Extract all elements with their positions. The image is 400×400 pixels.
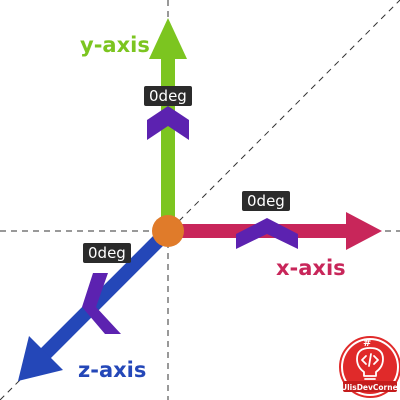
z-axis-shaft — [33, 226, 173, 366]
y-axis-label: y-axis — [80, 33, 150, 57]
x-rotation-marker — [236, 218, 298, 249]
logo-hash: # — [363, 338, 371, 349]
origin-point — [152, 215, 184, 247]
y-angle-badge: 0deg — [144, 86, 192, 106]
x-axis-label: x-axis — [276, 256, 346, 280]
z-axis-label: z-axis — [78, 358, 147, 382]
x-axis-arrowhead — [346, 212, 382, 250]
logo-text: UlisDevCorner — [341, 383, 400, 392]
logo-inner — [343, 340, 397, 394]
logo-banner — [343, 381, 397, 392]
code-bulb-icon — [356, 347, 384, 380]
z-angle-badge: 0deg — [83, 243, 131, 263]
y-axis-arrowhead — [149, 18, 187, 59]
x-angle-badge: 0deg — [242, 191, 290, 211]
z-axis-arrowhead — [18, 336, 63, 381]
z-rotation-marker — [82, 273, 121, 334]
y-axis-shaft — [161, 55, 175, 231]
y-rotation-marker — [147, 106, 189, 140]
